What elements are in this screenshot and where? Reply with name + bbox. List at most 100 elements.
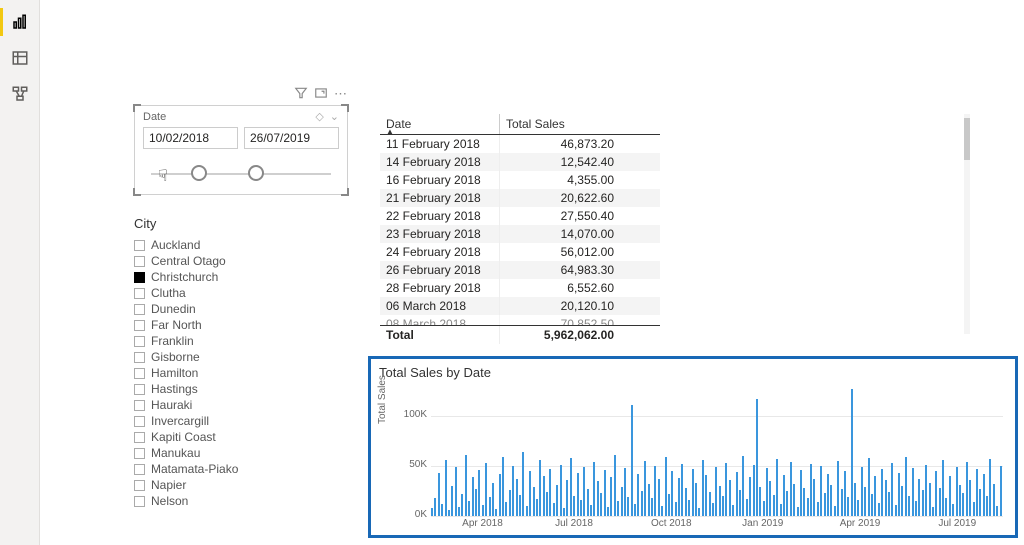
table-row[interactable]: 28 February 20186,552.60 — [380, 279, 660, 297]
chart-bar[interactable] — [671, 471, 673, 516]
table-row[interactable]: 08 March 201870,852.50 — [380, 315, 660, 325]
chart-bar[interactable] — [661, 506, 663, 516]
chart-bar[interactable] — [546, 492, 548, 516]
chart-bar[interactable] — [790, 462, 792, 516]
chart-bar[interactable] — [759, 487, 761, 516]
chart-bar[interactable] — [489, 497, 491, 516]
chart-bar[interactable] — [624, 468, 626, 516]
chart-bar[interactable] — [709, 492, 711, 516]
checkbox[interactable] — [134, 480, 145, 491]
city-item[interactable]: Hauraki — [134, 397, 348, 413]
chart-bar[interactable] — [577, 473, 579, 516]
chart-bar[interactable] — [969, 480, 971, 516]
chart-bar[interactable] — [729, 480, 731, 516]
checkbox[interactable] — [134, 400, 145, 411]
chart-bar[interactable] — [925, 465, 927, 516]
chart-bar[interactable] — [593, 462, 595, 516]
checkbox[interactable] — [134, 496, 145, 507]
table-row[interactable]: 06 March 201820,120.10 — [380, 297, 660, 315]
chart-bar[interactable] — [739, 490, 741, 516]
chart-bar[interactable] — [976, 469, 978, 516]
chart-bar[interactable] — [786, 491, 788, 516]
checkbox[interactable] — [134, 432, 145, 443]
checkbox[interactable] — [134, 416, 145, 427]
chart-bar[interactable] — [1000, 466, 1002, 516]
chart-bar[interactable] — [945, 498, 947, 516]
checkbox[interactable] — [134, 336, 145, 347]
chart-bar[interactable] — [641, 491, 643, 516]
chart-bar[interactable] — [695, 483, 697, 517]
table-row[interactable]: 14 February 201812,542.40 — [380, 153, 660, 171]
chart-bar[interactable] — [993, 484, 995, 516]
chart-bar[interactable] — [637, 474, 639, 516]
slicer-range-track[interactable] — [151, 165, 331, 185]
chart-bar[interactable] — [458, 507, 460, 516]
chart-bar[interactable] — [878, 503, 880, 516]
chart-bar[interactable] — [830, 485, 832, 516]
city-item[interactable]: Nelson — [134, 493, 348, 509]
chart-bar[interactable] — [983, 474, 985, 516]
chart-bar[interactable] — [996, 506, 998, 516]
chart-bar[interactable] — [566, 480, 568, 516]
chart-bar[interactable] — [973, 502, 975, 516]
chart-bar[interactable] — [499, 474, 501, 516]
chart-bar[interactable] — [901, 486, 903, 516]
chart-bar[interactable] — [800, 470, 802, 516]
chart-bar[interactable] — [776, 459, 778, 516]
chart-bar[interactable] — [851, 389, 853, 516]
chart-bar[interactable] — [932, 507, 934, 516]
chart-bar[interactable] — [905, 457, 907, 516]
chart-bar[interactable] — [783, 475, 785, 516]
chart-bar[interactable] — [820, 466, 822, 516]
chart-bar[interactable] — [502, 457, 504, 516]
chart-bar[interactable] — [651, 498, 653, 516]
chart-bar[interactable] — [431, 508, 433, 516]
chart-bar[interactable] — [688, 500, 690, 516]
checkbox[interactable] — [134, 288, 145, 299]
table-row[interactable]: 23 February 201814,070.00 — [380, 225, 660, 243]
chart-bar[interactable] — [526, 506, 528, 516]
scrollbar-thumb[interactable] — [964, 118, 970, 160]
chart-bar[interactable] — [634, 504, 636, 516]
chart-bar[interactable] — [448, 510, 450, 516]
chart-bar[interactable] — [607, 507, 609, 516]
chart-bar[interactable] — [631, 405, 633, 516]
table-row[interactable]: 22 February 201827,550.40 — [380, 207, 660, 225]
city-item[interactable]: Hamilton — [134, 365, 348, 381]
date-slicer-visual[interactable]: ⋯ Date ◇ ⌄ 10/02/2018 26/07/2019 — [134, 105, 348, 195]
chart-bar[interactable] — [580, 500, 582, 516]
chart-bar[interactable] — [654, 466, 656, 516]
slicer-end-input[interactable]: 26/07/2019 — [244, 127, 339, 149]
chart-bar[interactable] — [556, 485, 558, 516]
chart-bar[interactable] — [536, 499, 538, 516]
chart-bar[interactable] — [966, 462, 968, 516]
chart-bar[interactable] — [492, 483, 494, 517]
city-item[interactable]: Christchurch — [134, 269, 348, 285]
chart-bar[interactable] — [756, 399, 758, 516]
chart-bar[interactable] — [986, 496, 988, 516]
chart-bar[interactable] — [597, 481, 599, 516]
chart-bar[interactable] — [472, 477, 474, 516]
checkbox[interactable] — [134, 272, 145, 283]
chart-bar[interactable] — [475, 489, 477, 516]
scrollbar-track[interactable] — [964, 114, 970, 334]
chart-bar[interactable] — [871, 494, 873, 516]
chart-bar[interactable] — [766, 468, 768, 516]
chart-bar[interactable] — [461, 494, 463, 516]
chart-bar[interactable] — [956, 467, 958, 516]
city-item[interactable]: Auckland — [134, 237, 348, 253]
city-item[interactable]: Invercargill — [134, 413, 348, 429]
chart-bar[interactable] — [719, 486, 721, 516]
chart-bar[interactable] — [590, 505, 592, 516]
chart-bar[interactable] — [604, 470, 606, 516]
chart-bar[interactable] — [857, 500, 859, 516]
chart-bar[interactable] — [769, 481, 771, 516]
table-row[interactable]: 24 February 201856,012.00 — [380, 243, 660, 261]
chart-bar[interactable] — [864, 487, 866, 516]
chart-bar[interactable] — [732, 505, 734, 516]
chart-bar[interactable] — [529, 471, 531, 516]
chart-bar[interactable] — [570, 458, 572, 516]
city-item[interactable]: Hastings — [134, 381, 348, 397]
chart-bar[interactable] — [854, 483, 856, 517]
chart-bar[interactable] — [989, 459, 991, 516]
